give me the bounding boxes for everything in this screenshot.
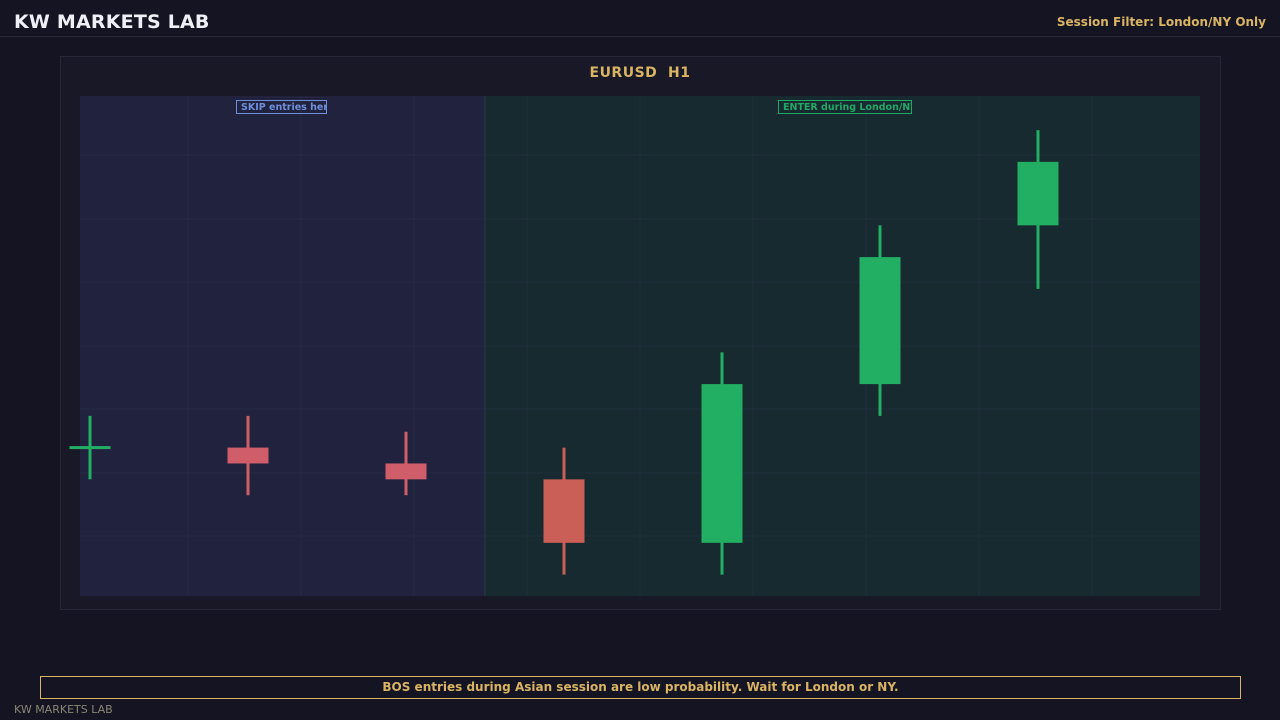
candle-body [859, 257, 901, 385]
candle-2 [227, 415, 269, 496]
candle-4 [543, 447, 585, 575]
chart-grid [80, 96, 1200, 596]
skip-zone-label: SKIP entries here [236, 100, 327, 114]
candle-3 [385, 431, 427, 496]
candle-1 [69, 415, 111, 480]
session-filter-label: Session Filter: London/NY Only [1056, 15, 1266, 29]
header-divider [0, 36, 1280, 37]
brand-title: KW MARKETS LAB [14, 11, 210, 33]
candle-body [227, 447, 269, 464]
candle-body [1017, 161, 1059, 226]
candles [69, 130, 1059, 575]
footer-brand: KW MARKETS LAB [14, 703, 113, 716]
candle-body [701, 384, 743, 543]
candle-5 [701, 352, 743, 575]
chart-title: EURUSD H1 [589, 65, 691, 81]
candle-7 [1017, 130, 1059, 289]
candle-body [543, 479, 585, 543]
warning-banner: BOS entries during Asian session are low… [40, 676, 1241, 699]
candle-6 [859, 225, 901, 416]
candle-body [69, 446, 111, 450]
enter-zone-label: ENTER during London/NY [778, 100, 912, 114]
candle-body [385, 463, 427, 480]
